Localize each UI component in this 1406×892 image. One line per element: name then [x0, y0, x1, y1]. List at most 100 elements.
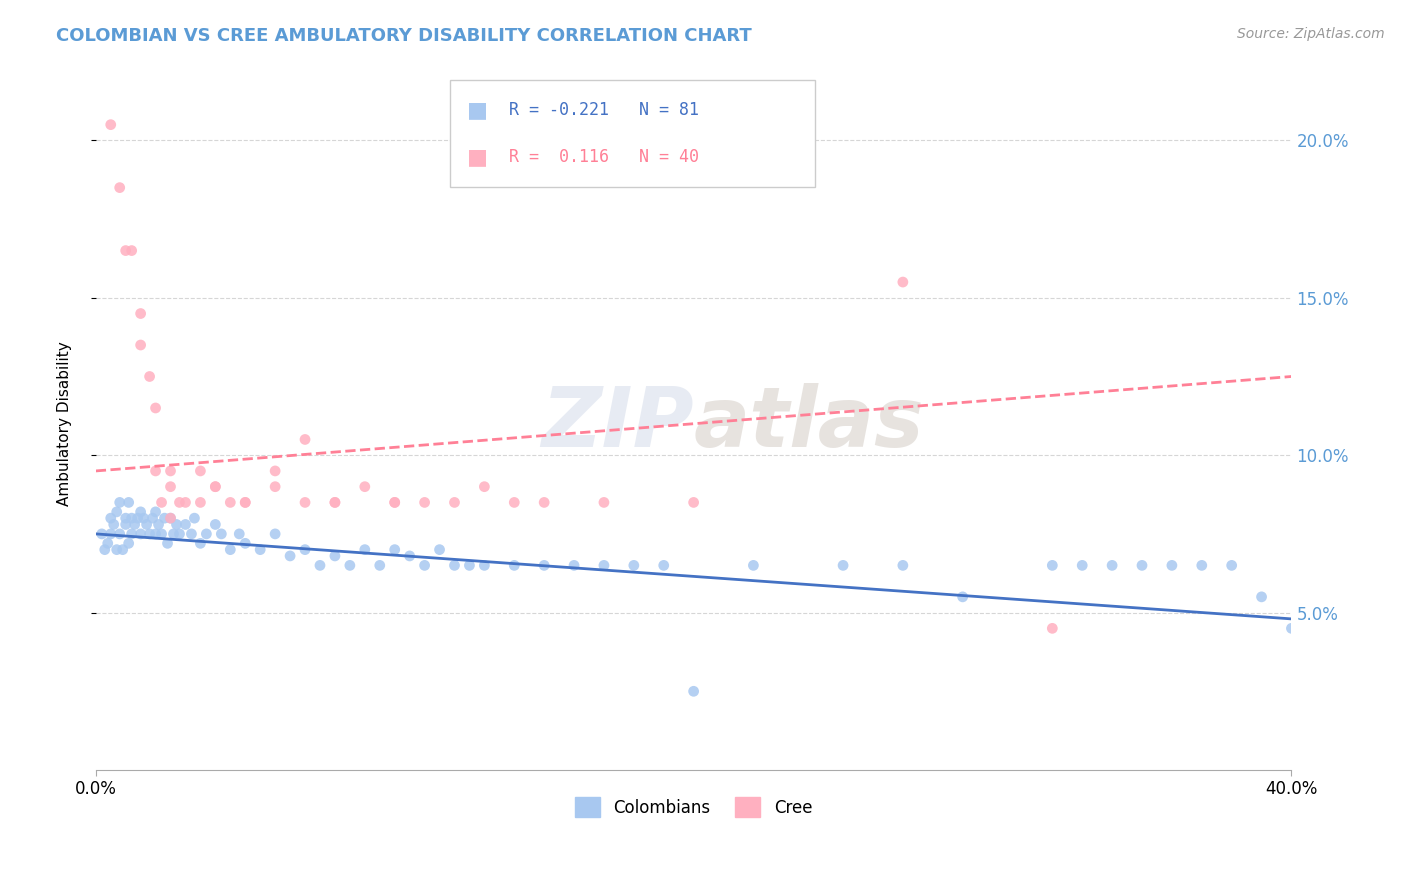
Point [368, 558, 391, 573]
Point [682, 495, 704, 509]
Point [138, 527, 160, 541]
Point [142, 511, 165, 525]
Point [129, 307, 152, 321]
Point [233, 536, 256, 550]
Text: R =  0.116   N = 40: R = 0.116 N = 40 [509, 148, 699, 166]
Point [682, 684, 704, 698]
Point [1130, 558, 1153, 573]
Point [129, 505, 152, 519]
Point [458, 558, 481, 573]
Point [891, 558, 914, 573]
Point [153, 511, 176, 525]
Point [593, 495, 616, 509]
Point [169, 527, 191, 541]
Point [443, 495, 465, 509]
Point [1040, 558, 1063, 573]
Point [264, 480, 287, 494]
Point [1160, 558, 1182, 573]
Point [169, 495, 191, 509]
Text: ■: ■ [467, 100, 488, 120]
Point [294, 542, 316, 557]
Point [233, 495, 256, 509]
Point [742, 558, 765, 573]
Point [100, 511, 122, 525]
Point [190, 536, 212, 550]
Point [278, 549, 301, 563]
Point [353, 542, 375, 557]
Point [145, 527, 167, 541]
Point [159, 511, 181, 525]
Y-axis label: Ambulatory Disability: Ambulatory Disability [58, 342, 72, 506]
Point [100, 527, 122, 541]
Point [204, 517, 226, 532]
Point [503, 495, 526, 509]
Point [1191, 558, 1213, 573]
Point [190, 464, 212, 478]
Point [135, 517, 157, 532]
Point [129, 527, 152, 541]
Point [195, 527, 218, 541]
Point [1071, 558, 1094, 573]
Point [323, 495, 346, 509]
Point [159, 480, 181, 494]
Point [533, 495, 555, 509]
Point [1281, 621, 1303, 635]
Point [1040, 621, 1063, 635]
Point [474, 558, 496, 573]
Point [1220, 558, 1243, 573]
Text: R = -0.221   N = 81: R = -0.221 N = 81 [509, 102, 699, 120]
Point [413, 558, 436, 573]
Point [111, 542, 134, 557]
Point [323, 495, 346, 509]
Point [190, 495, 212, 509]
Point [413, 495, 436, 509]
Point [323, 549, 346, 563]
Point [891, 275, 914, 289]
Point [952, 590, 974, 604]
Point [156, 536, 179, 550]
Point [121, 511, 143, 525]
Point [105, 505, 128, 519]
Point [124, 517, 146, 532]
Point [118, 536, 141, 550]
Point [129, 338, 152, 352]
Point [166, 517, 188, 532]
Point [204, 480, 226, 494]
Point [108, 495, 131, 509]
Point [228, 527, 250, 541]
Point [384, 495, 406, 509]
Point [121, 244, 143, 258]
Point [294, 495, 316, 509]
Point [209, 527, 232, 541]
Text: ZIP: ZIP [541, 384, 693, 464]
Legend: Colombians, Cree: Colombians, Cree [568, 790, 818, 824]
Point [623, 558, 645, 573]
Point [174, 495, 197, 509]
Point [97, 536, 120, 550]
Point [533, 558, 555, 573]
Point [832, 558, 855, 573]
Point [114, 511, 136, 525]
Point [503, 558, 526, 573]
Point [562, 558, 585, 573]
Point [127, 511, 149, 525]
Point [183, 511, 205, 525]
Point [1250, 590, 1272, 604]
Point [219, 495, 242, 509]
Point [443, 558, 465, 573]
Point [233, 495, 256, 509]
Point [150, 527, 173, 541]
Point [219, 542, 242, 557]
Point [118, 495, 141, 509]
Point [148, 517, 170, 532]
Point [204, 480, 226, 494]
Point [108, 180, 131, 194]
Point [132, 511, 155, 525]
Point [249, 542, 271, 557]
Point [174, 517, 197, 532]
Point [145, 464, 167, 478]
Point [294, 433, 316, 447]
Point [103, 517, 125, 532]
Point [114, 517, 136, 532]
Point [162, 527, 184, 541]
